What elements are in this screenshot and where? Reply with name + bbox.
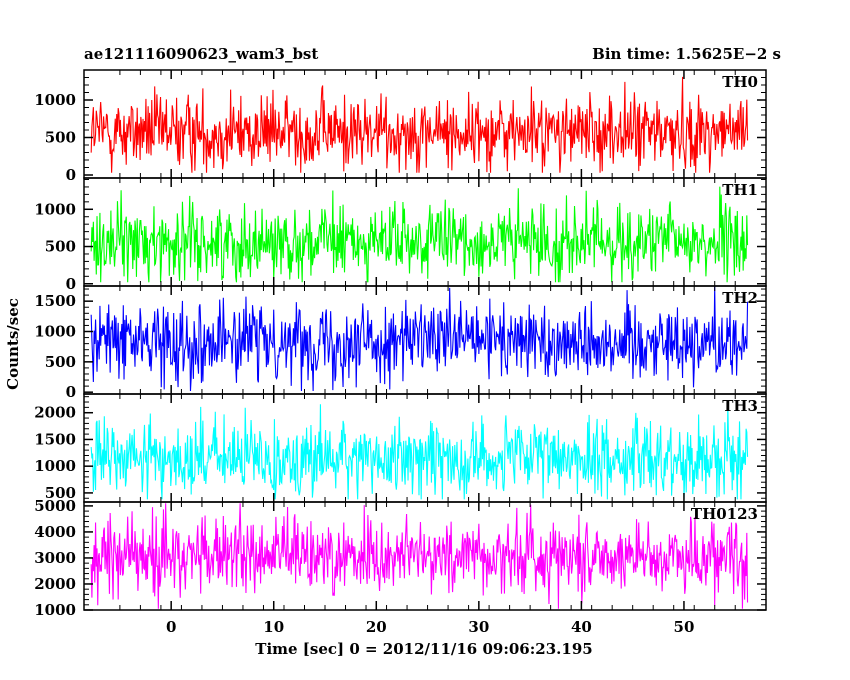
y-tick-label: 1500 [34, 292, 76, 310]
x-tick-label: 0 [166, 618, 176, 636]
bin-time-label: Bin time: 1.5625E−2 s [592, 45, 781, 63]
lightcurve-series-th0 [90, 76, 749, 173]
lightcurve-series-th2 [90, 285, 749, 391]
y-tick-label: 0 [66, 166, 76, 184]
lightcurve-series-th1 [90, 186, 749, 283]
y-tick-label: 4000 [34, 523, 76, 541]
y-tick-label: 1500 [34, 430, 76, 448]
panel-label-th0123: TH0123 [691, 505, 758, 523]
y-tick-label: 1000 [34, 200, 76, 218]
y-tick-label: 0 [66, 383, 76, 401]
y-tick-label: 1000 [34, 457, 76, 475]
panel-th3: 500 1000 1500 2000 TH3 [34, 393, 767, 503]
y-tick-label: 5000 [34, 497, 76, 515]
y-tick-label: 1000 [34, 601, 76, 619]
y-tick-label: 2000 [34, 404, 76, 422]
x-tick-label: 20 [366, 618, 387, 636]
panel-th0123: 1000 2000 3000 4000 5000 TH0123 [34, 497, 767, 619]
panel-label-th0: TH0 [722, 73, 758, 91]
lightcurve-series-th3 [90, 404, 749, 500]
panel-label-th2: TH2 [722, 289, 758, 307]
panel-label-th1: TH1 [722, 181, 758, 199]
panel-frame [83, 501, 767, 611]
x-tick-label: 50 [674, 618, 695, 636]
panel-label-th3: TH3 [722, 397, 758, 415]
y-tick-label: 1000 [34, 91, 76, 109]
panel-th0: 0 500 1000 TH0 [34, 69, 767, 184]
x-axis-title: Time [sec] 0 = 2012/11/16 09:06:23.195 [255, 640, 592, 658]
x-tick-label: 40 [571, 618, 592, 636]
panel-th1: 0 500 1000 TH1 [34, 177, 767, 293]
x-tick-label: 10 [263, 618, 284, 636]
y-axis-title: Counts/sec [4, 298, 22, 390]
y-tick-label: 500 [45, 353, 76, 371]
y-tick-label: 3000 [34, 549, 76, 567]
y-tick-label: 500 [45, 484, 76, 502]
x-tick-label: 30 [468, 618, 489, 636]
y-tick-label: 2000 [34, 575, 76, 593]
panel-th2: 0 500 1000 1500 TH2 [34, 285, 767, 401]
y-tick-label: 500 [45, 129, 76, 147]
y-tick-label: 0 [66, 275, 76, 293]
y-tick-label: 500 [45, 238, 76, 256]
file-name-title: ae121116090623_wam3_bst [84, 45, 318, 63]
y-tick-label: 1000 [34, 323, 76, 341]
lightcurve-series-th0123 [90, 503, 749, 609]
